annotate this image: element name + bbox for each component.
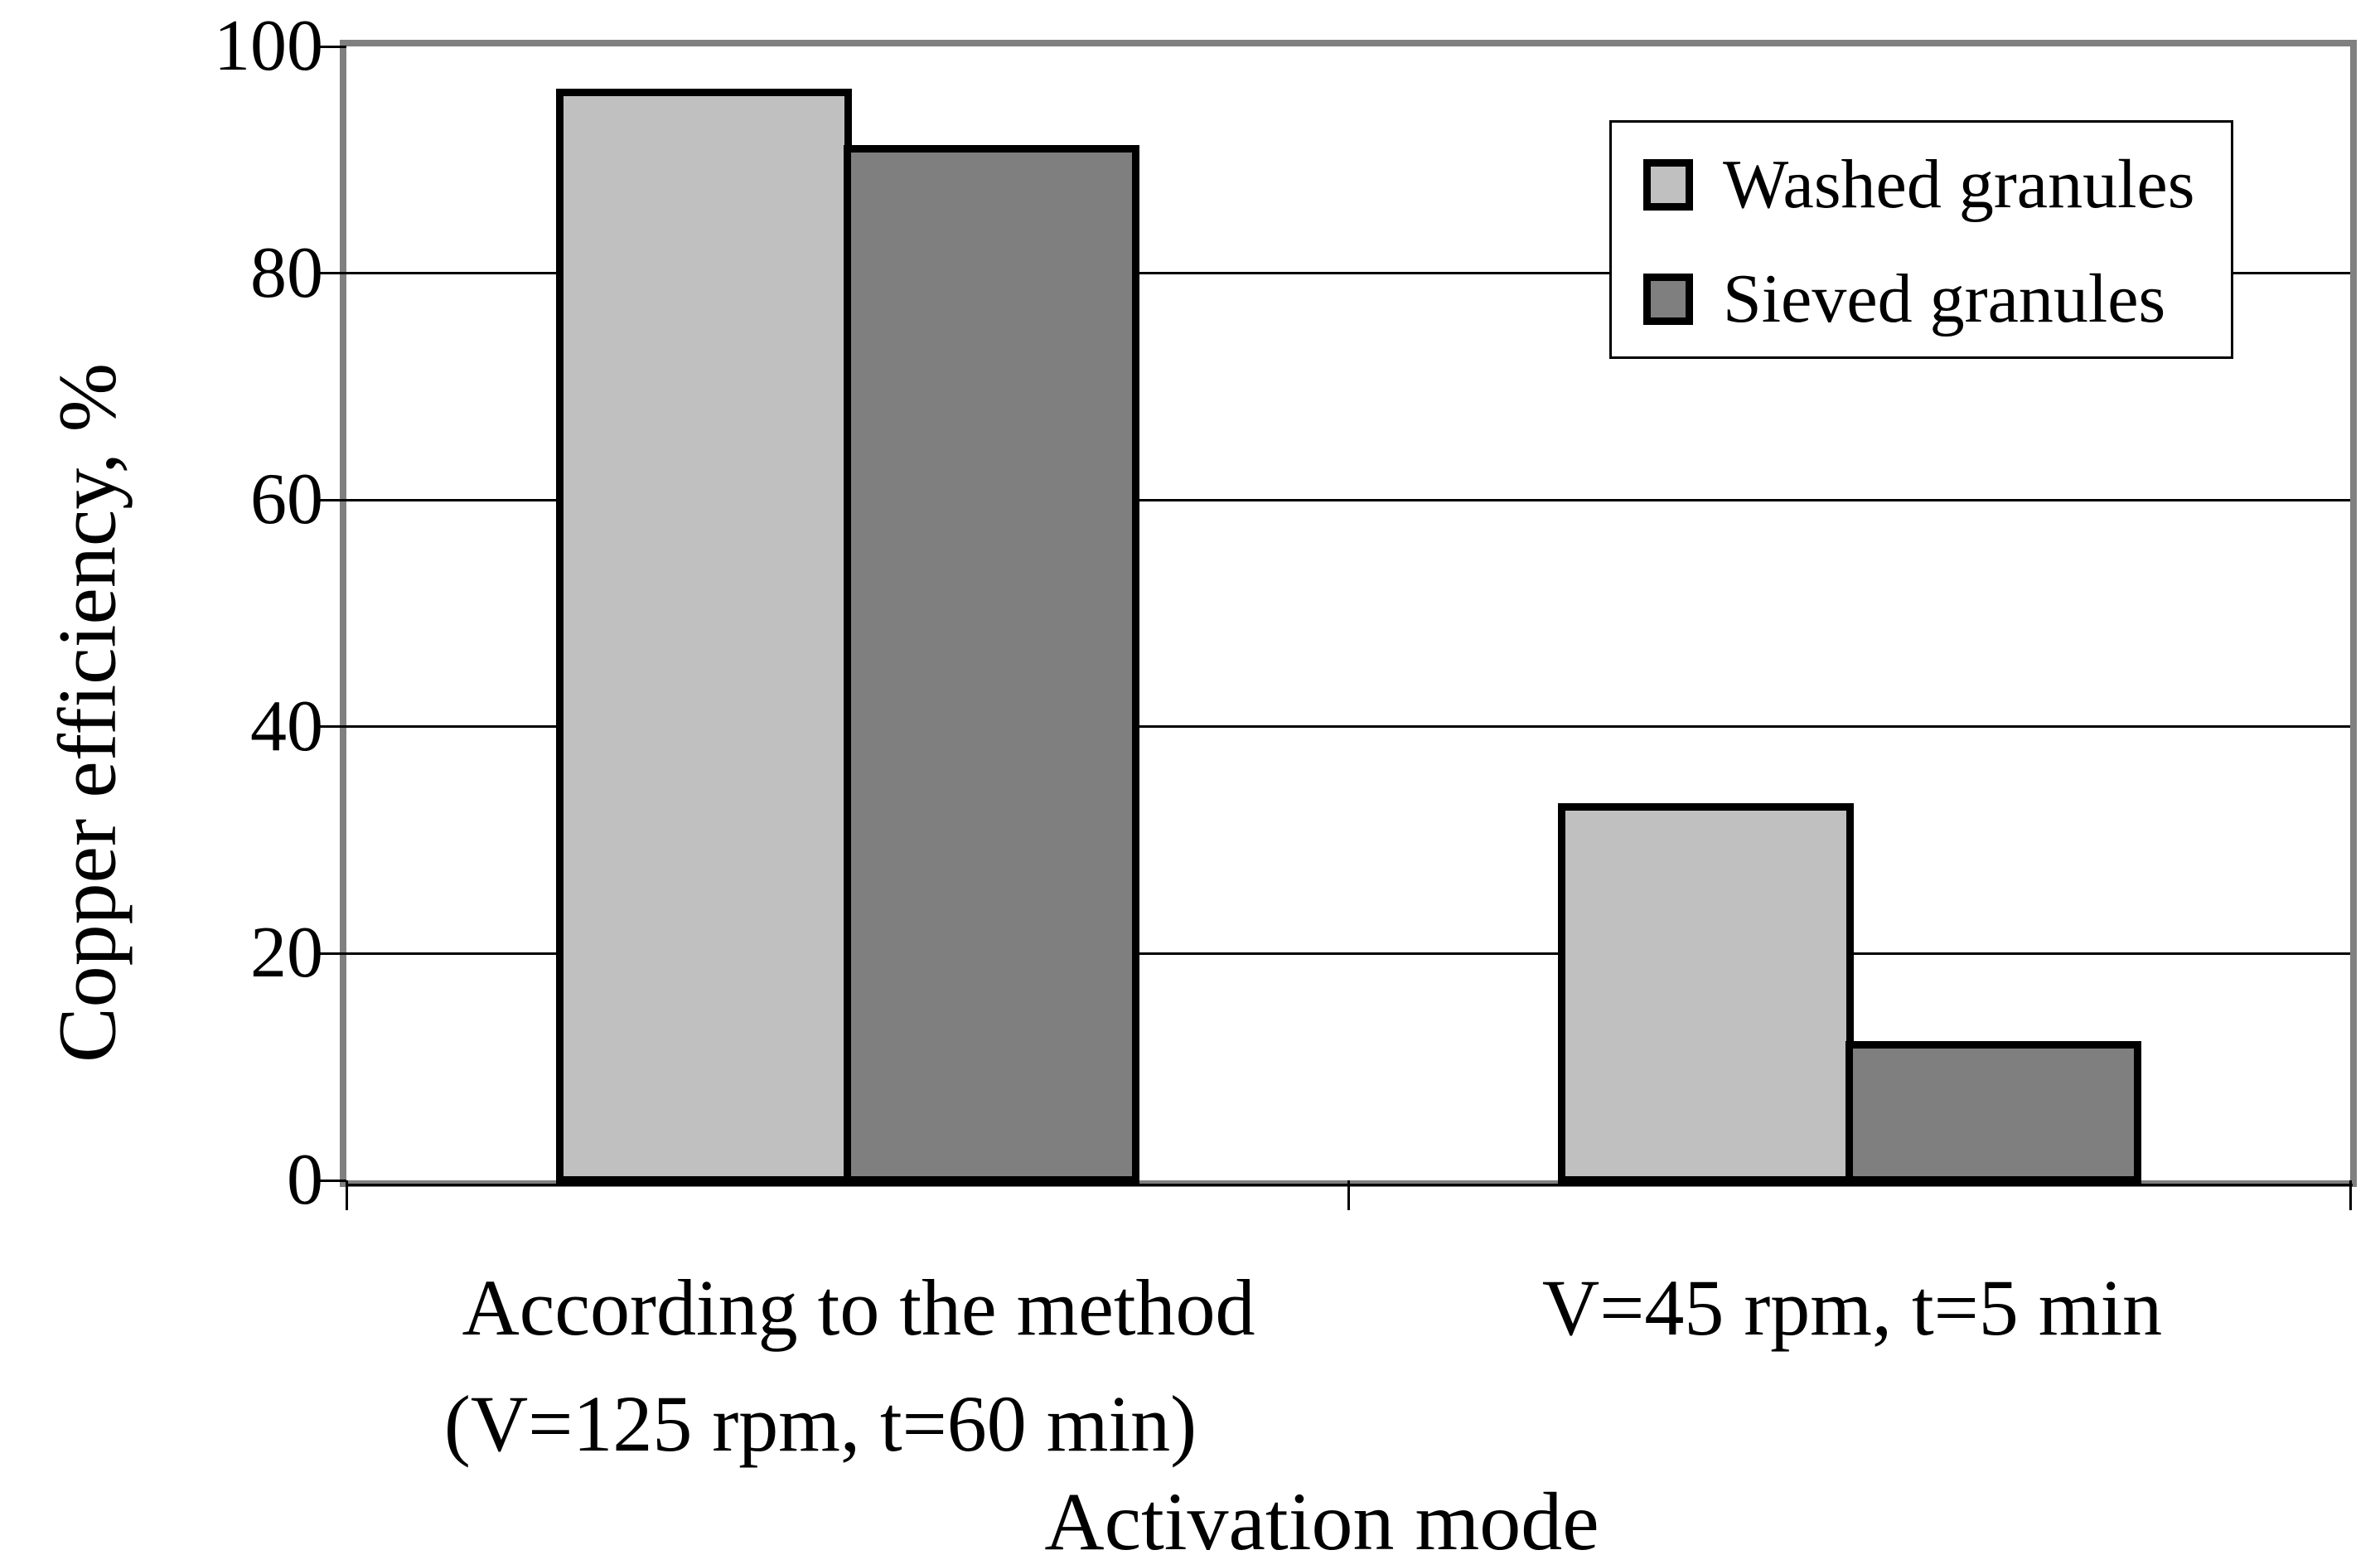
bar-washed-granules-cat2 [1557,802,1854,1184]
gridline-20 [346,952,2350,955]
legend-entry-washed: Washed granules [1643,148,2194,222]
y-tick-label-20: 20 [250,913,323,994]
x-axis-line [346,1184,2353,1186]
y-axis-title: Copper efficiency, % [41,362,133,1063]
legend-label-sieved: Sieved granules [1723,260,2166,337]
legend: Washed granules Sieved granules [1609,120,2233,359]
bar-sieved-granules-cat1 [843,144,1139,1184]
y-tick-label-0: 0 [287,1140,323,1220]
y-tick-mark-40 [318,725,346,729]
x-tick-mark-2 [2349,1180,2352,1210]
gridline-40 [346,725,2350,729]
y-tick-label-60: 60 [250,459,323,540]
x-tick-mark-0 [345,1180,348,1210]
y-tick-mark-20 [318,952,346,955]
y-tick-mark-60 [318,498,346,501]
category-label-1-line-1: According to the method [462,1263,1255,1352]
y-tick-label-80: 80 [250,232,323,313]
bar-washed-granules-cat1 [555,88,852,1184]
x-tick-mark-1 [1347,1180,1350,1210]
legend-swatch-sieved-icon [1643,274,1693,325]
category-label-2: V=45 rpm, t=5 min [1541,1263,2163,1352]
y-tick-mark-100 [318,45,346,48]
x-axis-title: Activation mode [1044,1475,1599,1555]
gridline-80 [346,272,2350,275]
bar-sieved-granules-cat2 [1845,1040,2141,1184]
gridline-60 [346,498,2350,501]
legend-swatch-washed-icon [1643,159,1693,211]
category-label-1-line-2: (V=125 rpm, t=60 min) [443,1379,1197,1468]
y-tick-label-100: 100 [214,6,323,86]
legend-entry-sieved: Sieved granules [1643,262,2165,337]
y-tick-mark-80 [318,272,346,275]
y-tick-mark-0 [318,1179,346,1182]
legend-label-washed: Washed granules [1723,146,2195,223]
y-tick-label-40: 40 [250,685,323,767]
